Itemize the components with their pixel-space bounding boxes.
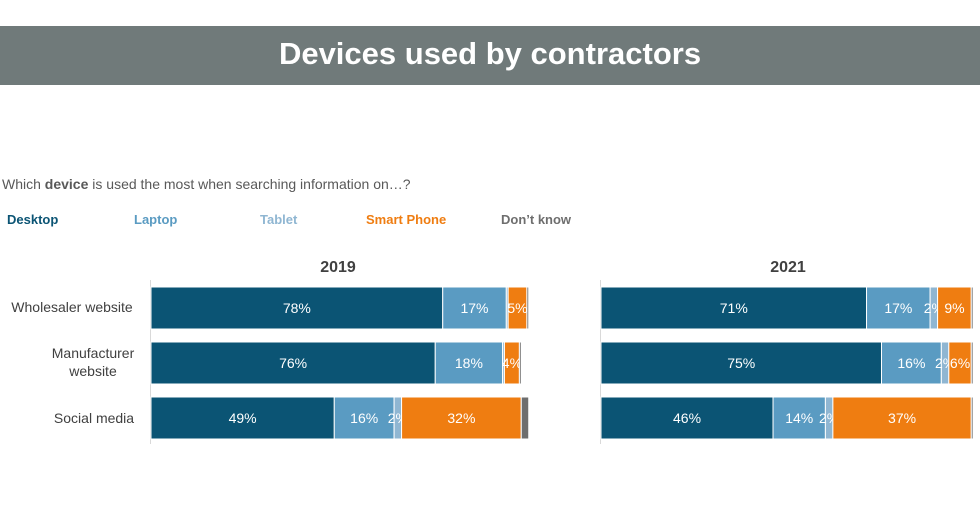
legend-tablet: Tablet [260,212,298,227]
data-label: 76% [279,355,307,371]
question-bold: device [44,176,89,192]
bar-segment [866,286,931,330]
data-label: 17% [884,300,912,316]
bar-segment [600,341,882,385]
bar-segment [970,286,974,330]
question-suffix: is used the most when searching informat… [88,176,411,192]
bar-segment [526,286,530,330]
bar-segment [772,396,826,440]
page-title: Devices used by contractors [278,36,702,71]
panel-title-2021: 2021 [770,259,806,276]
bar-segment [600,396,774,440]
data-label: 16% [350,410,378,426]
title-bar: Devices used by contractors [0,26,980,85]
category-label: Wholesaler website [11,299,133,315]
data-label: 18% [455,355,483,371]
data-label: 46% [673,410,701,426]
legend-laptop: Laptop [134,212,178,227]
bar-segment [881,341,942,385]
bar-segment [442,286,507,330]
bar-segment [333,396,395,440]
bar-segment [150,396,335,440]
bar-segment [434,341,504,385]
panel-title-2019: 2019 [320,259,356,276]
bar-segment [518,341,522,385]
category-label: Manufacturer [52,345,135,361]
legend-smart-phone: Smart Phone [366,212,447,227]
data-label: 5% [507,300,527,316]
data-label: 78% [283,300,311,316]
bar-segment [937,286,972,330]
category-label: Social media [54,410,134,426]
category-label: website [68,363,117,379]
data-label: 6% [950,355,970,371]
bar-segment [150,341,436,385]
bar-segment [520,396,530,440]
question-text: Which device is used the most when searc… [2,176,411,192]
data-label: 16% [897,355,925,371]
bar-segment [600,286,868,330]
data-label: 4% [502,355,522,371]
bar-segment [970,341,974,385]
data-label: 49% [229,410,257,426]
data-label: 14% [785,410,813,426]
data-label: 17% [460,300,488,316]
legend-dont-know: Don’t know [501,212,572,227]
bar-segment [150,286,444,330]
data-label: 75% [727,355,755,371]
legend-desktop: Desktop [7,212,59,227]
data-label: 37% [888,410,916,426]
question-prefix: Which [2,176,45,192]
data-label: 9% [944,300,964,316]
bar-segment [832,396,972,440]
bar-segment [970,396,974,440]
data-label: 71% [720,300,748,316]
data-label: 32% [447,410,475,426]
